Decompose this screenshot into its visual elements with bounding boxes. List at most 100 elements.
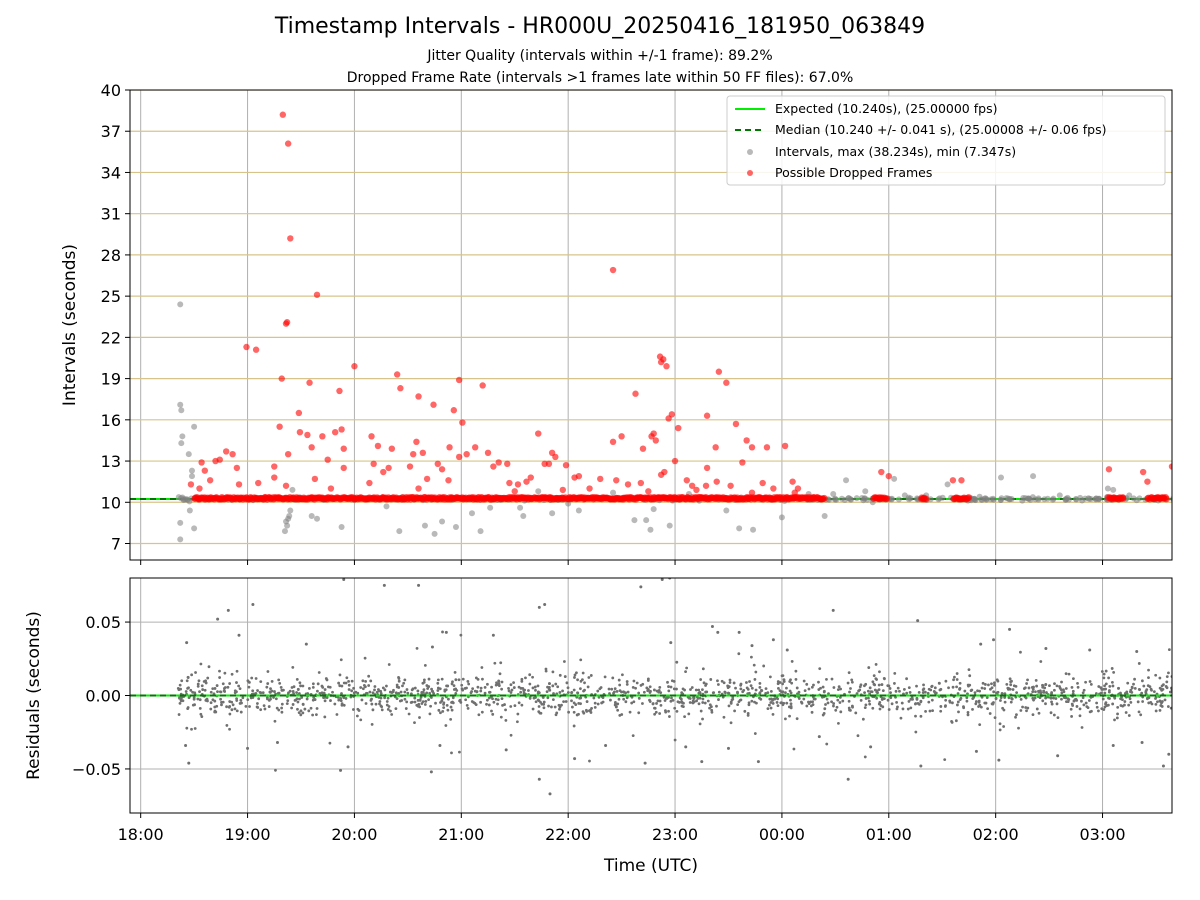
dropped-frame-point [319, 433, 326, 440]
residual-point [1154, 702, 1158, 706]
residual-outlier-point [1111, 743, 1115, 747]
residual-point [186, 686, 189, 690]
dropped-frame-point [255, 479, 262, 487]
residual-point [419, 695, 423, 699]
residual-outlier-point [537, 605, 541, 609]
residual-point [621, 673, 624, 677]
residual-point [889, 691, 892, 695]
residual-point [764, 692, 768, 695]
residual-point [509, 683, 513, 687]
dropped-frame-point [663, 363, 670, 370]
residual-point [716, 679, 719, 683]
residual-point [556, 685, 560, 689]
residual-point [403, 690, 407, 694]
residual-point [1147, 701, 1151, 705]
residual-point [1123, 703, 1126, 707]
residual-point [239, 710, 243, 714]
residual-point [397, 691, 401, 695]
residual-point [515, 720, 519, 724]
interval-point [843, 477, 850, 484]
residual-point [352, 686, 356, 690]
residual-point [200, 715, 204, 718]
residual-point [653, 712, 657, 716]
dropped-frame-point [791, 489, 798, 496]
residual-point [1117, 686, 1120, 690]
residual-point [590, 707, 593, 710]
residual-point [428, 712, 432, 716]
residual-point [1005, 682, 1009, 686]
residual-point [894, 689, 898, 693]
residual-point [221, 700, 225, 704]
residual-point [444, 688, 448, 692]
residual-point [939, 687, 943, 691]
residual-point [357, 709, 361, 712]
residual-point [1162, 683, 1165, 686]
residual-point [628, 710, 632, 714]
residual-point [390, 713, 394, 716]
residual-point [483, 691, 487, 695]
residual-point [956, 703, 959, 707]
residual-point [405, 700, 409, 704]
residual-point [486, 682, 489, 686]
dropped-frame-point [1177, 495, 1184, 502]
dropped-frame-point [463, 450, 470, 458]
residual-point [978, 723, 982, 727]
residual-point [577, 712, 580, 716]
residual-point [531, 707, 535, 711]
residual-point [996, 679, 1000, 683]
top-axes-frame [129, 89, 1173, 561]
residual-point [1104, 702, 1107, 706]
residual-point [666, 680, 669, 684]
residual-point [1167, 648, 1171, 652]
residual-point [536, 698, 540, 702]
residual-point [1009, 683, 1013, 687]
residual-point [953, 675, 956, 679]
residual-point [1113, 696, 1117, 700]
residual-point [259, 680, 263, 684]
residual-point [295, 691, 298, 694]
residual-point [1055, 702, 1059, 706]
residual-outlier-point [342, 578, 346, 581]
residual-point [1159, 700, 1162, 703]
interval-point [439, 518, 446, 525]
residual-point [864, 703, 868, 707]
interval-point [186, 507, 193, 514]
residual-outlier-point [504, 748, 508, 752]
interval-point [1086, 495, 1093, 502]
residual-point [274, 697, 278, 701]
interval-point [421, 522, 428, 529]
residual-point [178, 683, 182, 687]
x-tick-label: 21:00 [438, 825, 484, 844]
residual-point [977, 705, 980, 708]
residual-point [724, 691, 727, 695]
residual-point [231, 703, 235, 707]
residual-point [364, 702, 368, 705]
residual-outlier-point [684, 745, 688, 749]
residual-point [954, 719, 958, 723]
dropped-frame-point [789, 478, 796, 485]
residual-point [939, 705, 943, 708]
dropped-frame-point [703, 412, 711, 419]
residual-point [1050, 700, 1053, 704]
residual-point [867, 699, 871, 703]
residual-point [296, 707, 299, 711]
residual-point [1133, 686, 1137, 690]
residual-point [768, 697, 772, 701]
residual-point [894, 695, 897, 699]
residual-point [924, 709, 927, 713]
residual-point [962, 706, 966, 710]
dropped-frame-point [748, 489, 756, 496]
residual-point [794, 669, 798, 673]
residual-point [449, 717, 453, 721]
residual-point [531, 675, 534, 679]
residual-point [467, 682, 471, 686]
residual-point [228, 712, 232, 716]
dropped-frame-point [1105, 466, 1113, 473]
dropped-frame-point [759, 479, 766, 487]
residual-point [645, 686, 649, 690]
dropped-frame-point [885, 472, 892, 480]
residual-point [911, 698, 914, 701]
residual-point [409, 701, 413, 704]
interval-point [666, 522, 673, 529]
residual-point [338, 684, 342, 688]
